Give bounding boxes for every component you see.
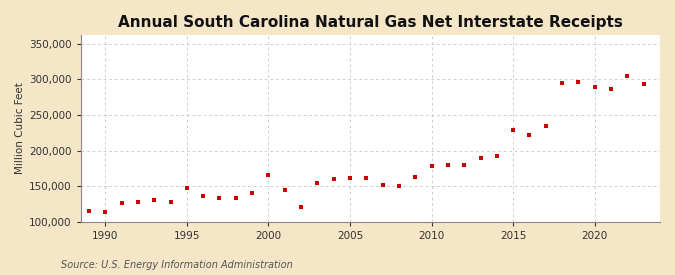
Point [426,163,437,168]
Point [573,80,584,84]
Point [214,195,225,200]
Point [410,175,421,179]
Point [377,183,388,187]
Point [84,209,95,213]
Point [312,180,323,185]
Point [230,195,241,200]
Y-axis label: Million Cubic Feet: Million Cubic Feet [15,82,25,174]
Point [263,173,274,178]
Point [247,191,258,196]
Point [394,184,404,188]
Point [100,210,111,215]
Point [132,200,143,204]
Point [443,163,454,167]
Point [508,128,518,132]
Text: Source: U.S. Energy Information Administration: Source: U.S. Energy Information Administ… [61,260,292,270]
Point [279,188,290,192]
Point [182,186,192,191]
Point [328,177,339,181]
Point [459,163,470,167]
Point [557,81,568,85]
Point [361,175,372,180]
Point [345,175,356,180]
Point [541,123,551,128]
Point [116,201,127,205]
Point [165,200,176,204]
Point [198,194,209,198]
Point [622,74,632,78]
Point [475,155,486,160]
Title: Annual South Carolina Natural Gas Net Interstate Receipts: Annual South Carolina Natural Gas Net In… [118,15,623,30]
Point [491,154,502,158]
Point [148,198,159,203]
Point [639,82,649,87]
Point [589,84,600,89]
Point [296,205,306,210]
Point [524,133,535,137]
Point [605,87,616,92]
